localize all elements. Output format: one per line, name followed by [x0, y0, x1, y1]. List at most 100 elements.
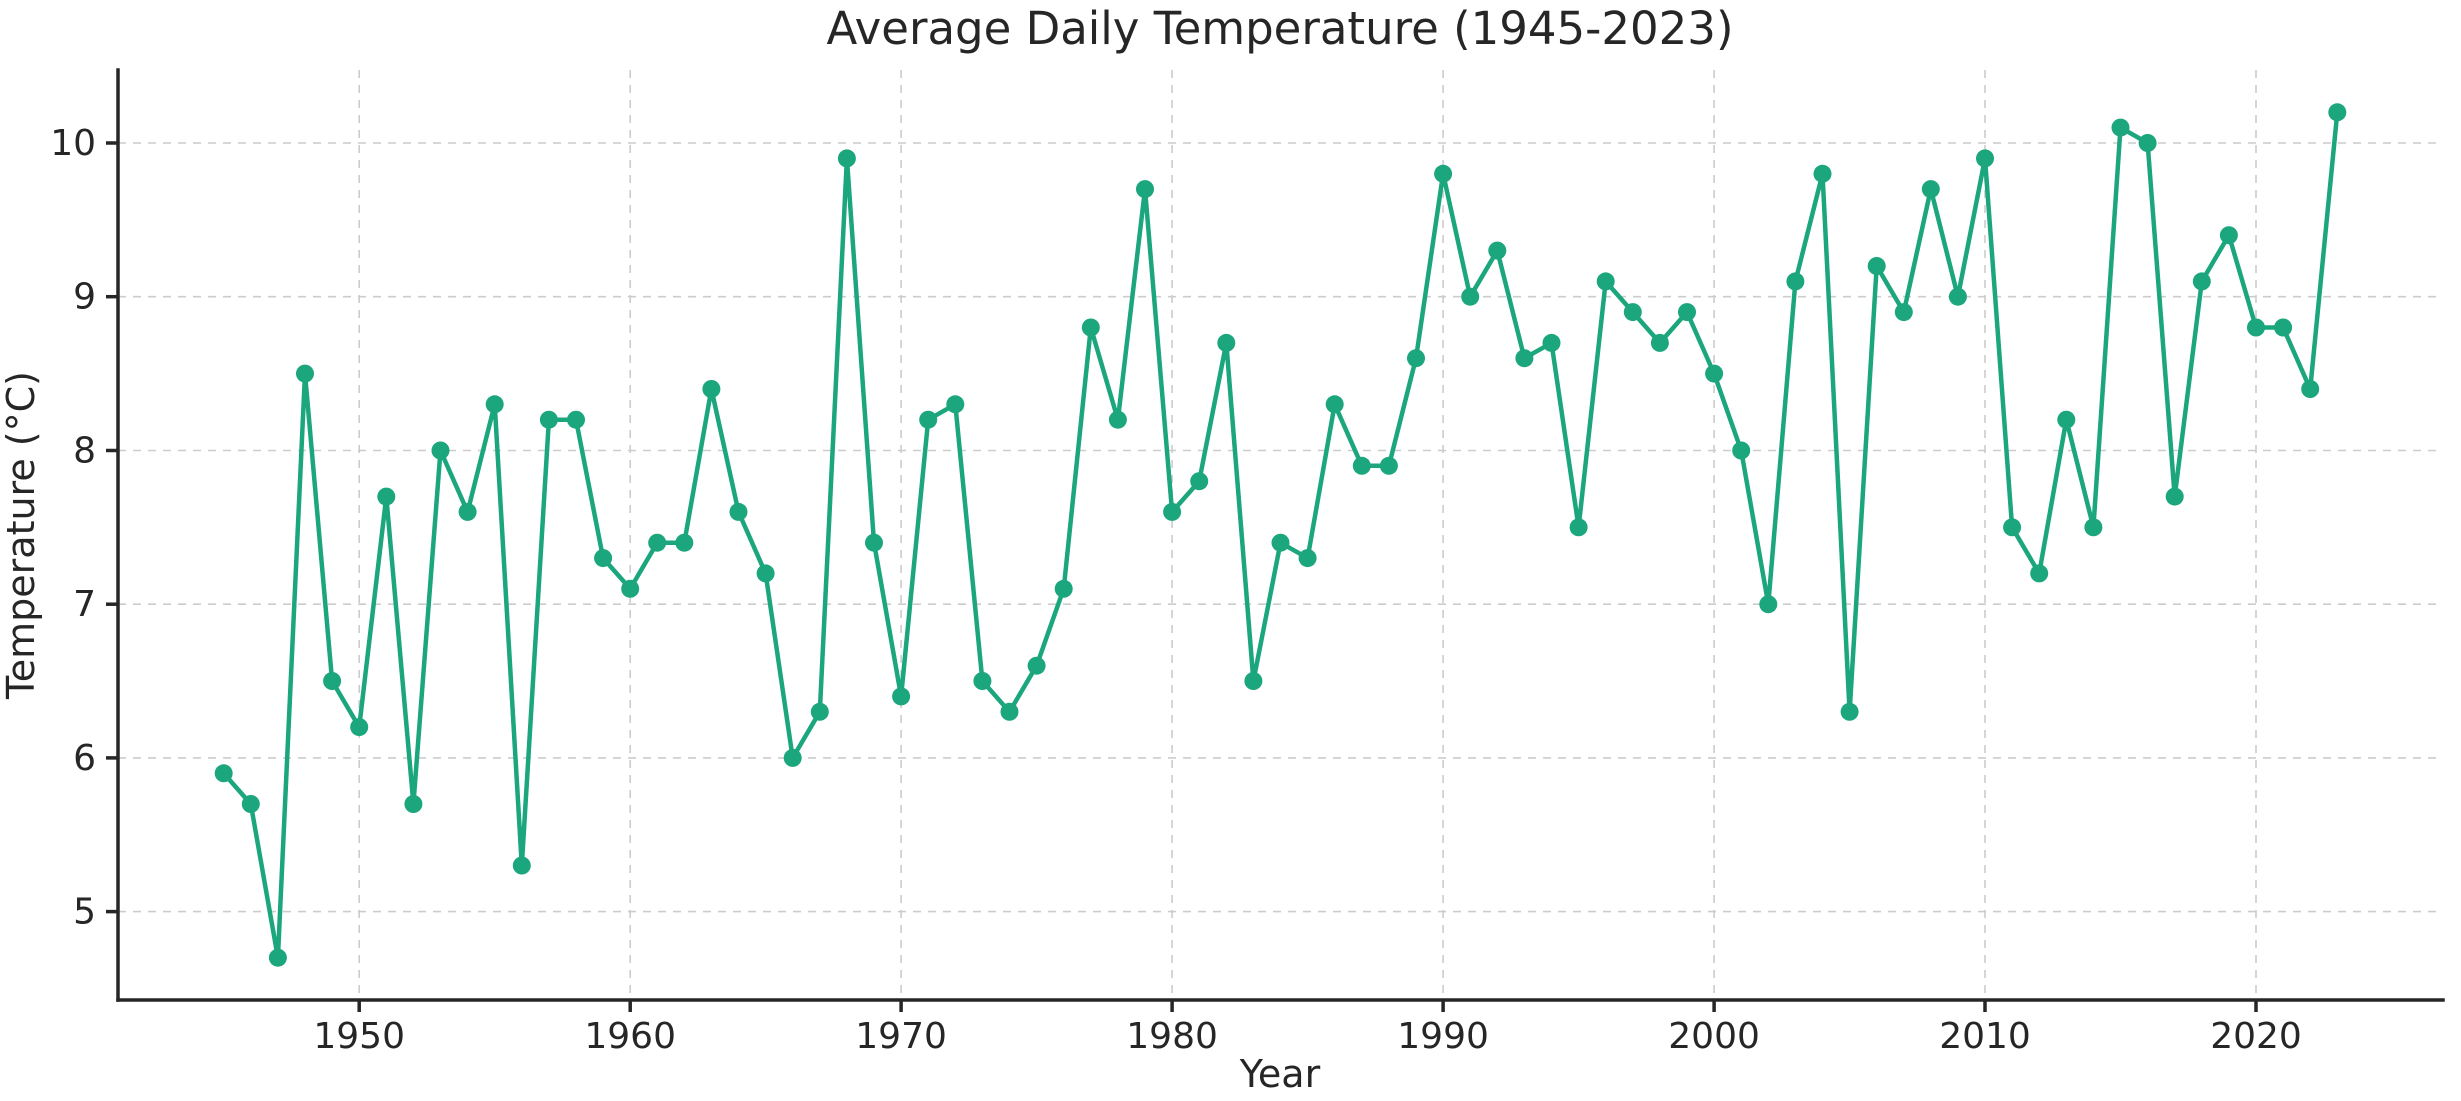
- data-point: [404, 795, 423, 813]
- data-point: [1732, 441, 1751, 460]
- data-point: [1488, 241, 1507, 260]
- data-point: [296, 364, 314, 383]
- data-point: [1840, 702, 1859, 721]
- data-point: [756, 564, 775, 583]
- data-point: [729, 502, 748, 521]
- data-point: [1407, 349, 1425, 368]
- data-point: [539, 410, 558, 429]
- data-point: [2219, 226, 2238, 245]
- data-point: [648, 533, 667, 552]
- y-tick-label: 7: [73, 584, 96, 625]
- y-tick-label: 6: [73, 738, 96, 779]
- data-point: [1136, 180, 1154, 199]
- y-tick-label: 9: [73, 277, 96, 318]
- data-point: [1000, 702, 1019, 721]
- data-point: [919, 410, 938, 429]
- data-point: [1976, 149, 1994, 168]
- data-point: [1596, 272, 1615, 291]
- data-point: [1759, 595, 1778, 614]
- data-point: [1325, 395, 1344, 414]
- data-point: [1921, 180, 1940, 199]
- data-point: [1678, 303, 1696, 322]
- data-point: [431, 441, 450, 460]
- data-point: [1163, 502, 1182, 521]
- y-axis-label: Temperature (°C): [0, 371, 43, 700]
- gridlines: [118, 70, 2443, 1000]
- y-tick-labels: 5 6 7 8 9 10: [50, 123, 96, 933]
- data-point: [1081, 318, 1100, 337]
- data-point: [837, 149, 856, 168]
- x-tick-label: 2000: [1668, 1016, 1760, 1057]
- x-tick-label: 1970: [855, 1016, 947, 1057]
- data-point: [323, 672, 342, 690]
- data-point: [458, 502, 477, 521]
- data-point: [377, 487, 396, 506]
- chart-title: Average Daily Temperature (1945-2023): [826, 2, 1733, 55]
- data-point: [1054, 579, 1073, 598]
- data-point: [1894, 303, 1913, 322]
- data-point: [1352, 456, 1371, 475]
- x-tick-label: 2010: [1939, 1016, 2031, 1057]
- data-point: [2192, 272, 2211, 291]
- data-point: [1813, 164, 1832, 183]
- data-point: [241, 795, 260, 813]
- data-point: [350, 718, 369, 737]
- data-point: [1623, 303, 1642, 322]
- data-point: [567, 410, 585, 429]
- data-point: [2301, 380, 2320, 398]
- data-point: [485, 395, 504, 414]
- data-point: [214, 764, 233, 783]
- data-point: [892, 687, 911, 706]
- x-tick-label: 1980: [1126, 1016, 1218, 1057]
- data-point: [1542, 333, 1561, 352]
- data-point: [512, 856, 531, 875]
- y-tick-label: 8: [73, 430, 96, 471]
- axes: [116, 68, 2445, 1002]
- data-point: [1027, 656, 1046, 675]
- data-point: [2084, 518, 2103, 537]
- data-point: [2057, 410, 2076, 429]
- data-point: [1434, 164, 1453, 183]
- data-point: [1705, 364, 1724, 383]
- data-point: [1650, 333, 1669, 352]
- data-point: [973, 672, 992, 690]
- data-point: [1569, 518, 1588, 537]
- data-point: [621, 579, 640, 598]
- x-tick-label: 1950: [313, 1016, 405, 1057]
- data-point: [2003, 518, 2022, 537]
- data-point: [1379, 456, 1398, 475]
- data-point: [810, 702, 829, 721]
- x-tick-label: 1960: [584, 1016, 676, 1057]
- data-point: [1867, 257, 1886, 275]
- data-point: [268, 948, 287, 967]
- data-point: [1190, 472, 1209, 491]
- y-tick-label: 10: [50, 123, 96, 164]
- y-tick-label: 5: [73, 892, 96, 933]
- data-point: [1244, 672, 1263, 690]
- x-axis-label: Year: [1239, 1052, 1321, 1096]
- data-point: [675, 533, 694, 552]
- x-tick-label: 2020: [2210, 1016, 2302, 1057]
- data-point: [946, 395, 965, 414]
- x-tick-labels: 1950 1960 1970 1980 1990 2000 2010 2020: [313, 1016, 2301, 1057]
- data-point: [1948, 287, 1967, 306]
- data-point: [702, 380, 721, 398]
- data-point: [1298, 549, 1317, 568]
- data-point: [1108, 410, 1127, 429]
- data-point: [783, 748, 802, 767]
- data-point: [2165, 487, 2184, 506]
- data-point: [2274, 318, 2293, 337]
- tick-marks: [106, 141, 2258, 1012]
- x-tick-label: 1990: [1397, 1016, 1489, 1057]
- data-point: [1461, 287, 1480, 306]
- data-point: [1515, 349, 1534, 368]
- data-point: [1786, 272, 1805, 291]
- data-point: [2111, 118, 2130, 137]
- data-point: [865, 533, 883, 552]
- data-point: [2138, 134, 2157, 152]
- data-point: [594, 549, 613, 568]
- data-point-markers: [214, 103, 2347, 967]
- data-point: [2247, 318, 2265, 337]
